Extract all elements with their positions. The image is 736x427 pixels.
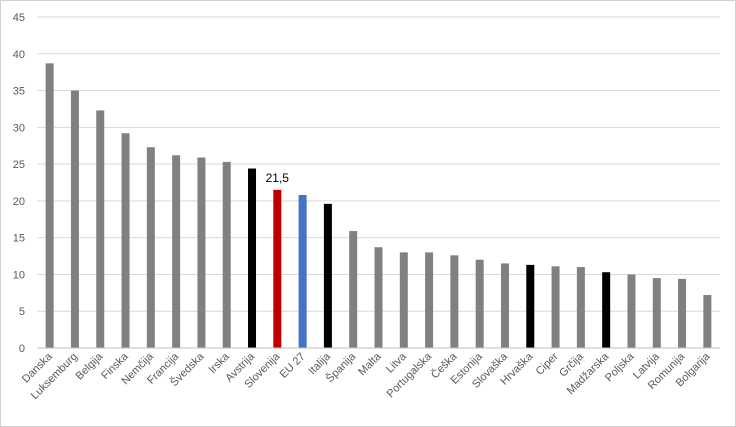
data-labels: 21,5 [266,171,290,185]
bar [146,147,155,348]
bar [425,252,434,348]
bar [298,195,307,348]
bar [349,231,358,348]
bar [70,90,79,349]
bar [323,203,332,348]
y-tick-label: 10 [13,269,25,281]
bar [627,274,636,348]
bar [96,110,105,348]
bar [500,263,509,348]
y-tick-label: 35 [13,86,25,98]
bar [475,259,484,348]
category-label: Malta [356,350,384,378]
y-tick-label: 5 [19,306,25,318]
bar [197,157,206,348]
y-tick-label: 15 [13,233,25,245]
bar [652,278,661,348]
category-label: EU 27 [278,351,308,381]
bar [273,189,282,348]
bar [121,133,130,348]
bar [399,252,408,348]
bar [172,155,181,348]
bar [248,168,257,348]
data-label: 21,5 [266,171,290,185]
category-label: Belgija [74,350,106,382]
y-tick-label: 40 [13,49,25,61]
y-tick-label: 25 [13,159,25,171]
y-tick-label: 0 [19,343,25,355]
bar [526,264,535,348]
bar [678,278,687,348]
bar [45,63,54,349]
category-label: Poljska [603,350,637,384]
bar [450,255,459,348]
y-axis-ticks: 0 5 10 15 20 25 30 35 40 45 [13,12,25,355]
bar [222,161,231,348]
bar [374,247,383,348]
bar [551,266,560,348]
y-tick-label: 20 [13,196,25,208]
category-labels: DanskaLuksemburgBelgijaFinskaNemčijaFran… [20,349,713,402]
y-tick-label: 45 [13,12,25,24]
bars [45,63,712,349]
bar [602,272,611,348]
category-label: Ciper [534,350,561,377]
bar [576,267,585,348]
y-tick-label: 30 [13,122,25,134]
bar [703,295,712,348]
